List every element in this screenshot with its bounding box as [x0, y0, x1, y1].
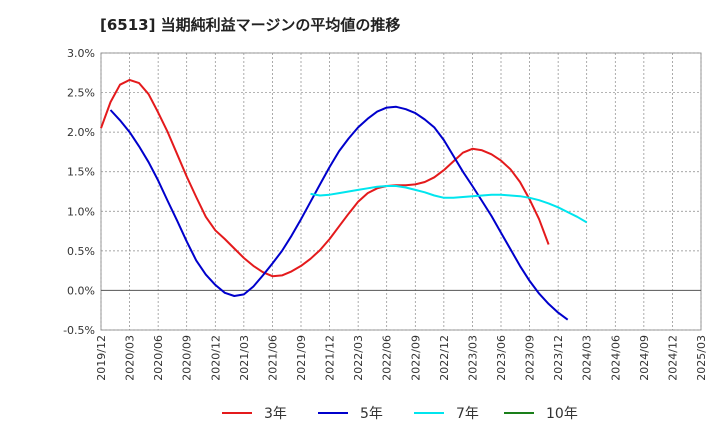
x-tick-label: 2020/06	[152, 335, 165, 381]
series-line-5年	[109, 105, 569, 321]
x-tick-label: 2023/06	[495, 335, 508, 381]
chart-title: [6513] 当期純利益マージンの平均値の推移	[100, 16, 401, 34]
x-tick-label: 2023/12	[552, 335, 565, 381]
legend-label: 7年	[456, 406, 479, 422]
x-tick-label: 2020/09	[181, 335, 194, 381]
x-tick-label: 2022/06	[381, 335, 394, 381]
y-tick-label: 0.0%	[67, 284, 95, 297]
x-tick-label: 2024/12	[666, 335, 679, 381]
x-tick-label: 2021/06	[266, 335, 279, 381]
x-tick-label: 2022/12	[438, 335, 451, 381]
y-tick-label: 1.5%	[67, 166, 95, 179]
x-tick-label: 2024/09	[638, 335, 651, 381]
legend-label: 3年	[264, 406, 287, 422]
legend-label: 5年	[360, 406, 383, 422]
x-tick-label: 2024/06	[609, 335, 622, 381]
legend-label: 10年	[546, 406, 578, 422]
x-tick-label: 2019/12	[95, 335, 108, 381]
y-tick-label: 0.5%	[67, 245, 95, 258]
x-tick-label: 2023/03	[466, 335, 479, 381]
x-tick-label: 2020/03	[124, 335, 137, 381]
y-tick-label: -0.5%	[63, 324, 95, 337]
y-tick-label: 3.0%	[67, 47, 95, 60]
x-tick-label: 2024/03	[581, 335, 594, 381]
x-tick-label: 2025/03	[695, 335, 708, 381]
x-tick-label: 2021/12	[324, 335, 337, 381]
y-tick-label: 2.0%	[67, 126, 95, 139]
plot-area	[100, 52, 702, 331]
x-tick-label: 2021/09	[295, 335, 308, 381]
series-line-3年	[100, 78, 550, 278]
x-tick-label: 2022/09	[409, 335, 422, 381]
y-tick-label: 2.5%	[67, 87, 95, 100]
x-tick-label: 2021/03	[238, 335, 251, 381]
x-tick-label: 2022/03	[352, 335, 365, 381]
x-tick-label: 2023/09	[524, 335, 537, 381]
series-line-7年	[310, 185, 588, 224]
y-tick-label: 1.0%	[67, 205, 95, 218]
x-tick-label: 2020/12	[209, 335, 222, 381]
